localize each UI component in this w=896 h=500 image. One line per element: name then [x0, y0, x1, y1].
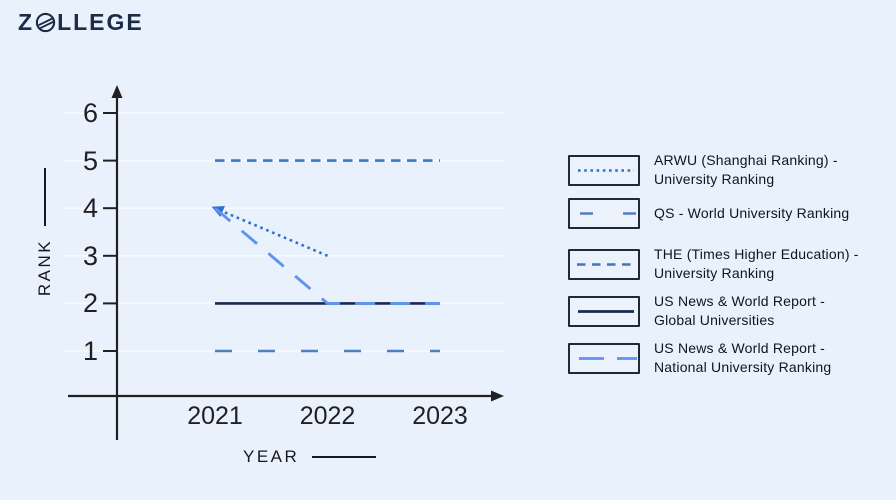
series-line-0	[211, 205, 329, 257]
x-axis-title-rule	[312, 456, 377, 458]
y-axis-title-rule	[44, 167, 46, 226]
y-axis-title-text: RANK	[35, 238, 54, 297]
legend-item-2: THE (Times Higher Education) - Universit…	[568, 245, 892, 283]
y-tick-label: 4	[82, 193, 98, 224]
legend-swatch-medium-dash	[568, 248, 640, 280]
x-tick-label: 2022	[299, 402, 356, 430]
zollege-logo[interactable]: Z LLEGE	[18, 9, 144, 36]
x-axis-title: YEAR	[243, 447, 377, 467]
x-tick-label: 2023	[412, 402, 468, 430]
y-tick-label: 2	[82, 288, 98, 319]
logo-slashed-o-icon	[35, 12, 56, 33]
data-series-lines	[211, 159, 440, 353]
legend-item-1: QS - World University Ranking	[568, 198, 892, 229]
legend-swatch-solid	[568, 295, 640, 327]
y-tick-label: 5	[82, 145, 98, 176]
x-axis-title-text: YEAR	[243, 447, 300, 466]
y-axis-arrow	[111, 85, 123, 98]
y-tick-label: 3	[82, 240, 98, 271]
gridlines	[63, 112, 505, 352]
legend-swatch-dotted	[568, 154, 640, 186]
legend-label: US News & World Report - National Univer…	[654, 340, 832, 375]
x-tick-label: 2021	[187, 402, 243, 430]
axes	[68, 85, 504, 440]
legend-label: THE (Times Higher Education) - Universit…	[654, 246, 859, 281]
x-axis-arrow	[491, 390, 504, 402]
legend-label: QS - World University Ranking	[654, 205, 850, 221]
logo-text-prefix: Z	[18, 9, 35, 35]
legend-swatch-long-dash	[568, 198, 640, 229]
legend-item-0: ARWU (Shanghai Ranking) - University Ran…	[568, 151, 892, 189]
series-line-4	[214, 207, 440, 305]
y-tick-label: 1	[82, 336, 98, 366]
logo-text-suffix: LLEGE	[57, 9, 144, 35]
legend-item-3: US News & World Report - Global Universi…	[568, 292, 892, 330]
y-axis-title: RANK	[35, 156, 55, 308]
legend-label: US News & World Report - Global Universi…	[654, 293, 826, 328]
y-tick-label: 6	[82, 98, 98, 128]
legend-item-4: US News & World Report - National Univer…	[568, 339, 892, 377]
legend-label: ARWU (Shanghai Ranking) - University Ran…	[654, 152, 838, 187]
legend-swatch-long-dash-light	[568, 342, 640, 374]
